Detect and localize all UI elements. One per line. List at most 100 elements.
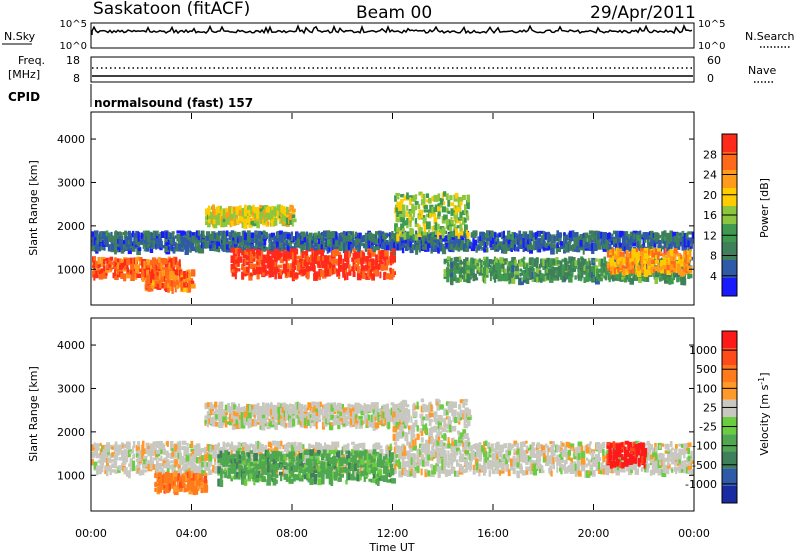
heatmap-cell: [118, 465, 122, 471]
heatmap-cell: [671, 453, 676, 462]
heatmap-cell: [143, 448, 148, 455]
heatmap-cell: [291, 261, 296, 269]
heatmap-cell: [252, 209, 255, 217]
heatmap-cell: [400, 223, 405, 231]
heatmap-cell: [612, 247, 615, 256]
heatmap-cell: [252, 447, 257, 456]
heatmap-cell: [666, 449, 672, 455]
heatmap-cell: [436, 450, 440, 458]
heatmap-cell: [511, 260, 516, 264]
heatmap-cell: [680, 256, 685, 262]
heatmap-cell: [667, 458, 670, 466]
heatmap-cell: [129, 467, 134, 472]
heatmap-cell: [573, 237, 578, 246]
heatmap-cell: [475, 230, 478, 236]
heatmap-cell: [416, 244, 419, 250]
heatmap-cell: [602, 232, 606, 237]
heatmap-cell: [244, 208, 248, 217]
heatmap-cell: [355, 231, 358, 237]
heatmap-cell: [411, 203, 414, 211]
heatmap-cell: [459, 211, 463, 219]
heatmap-cell: [152, 448, 157, 456]
heatmap-cell: [577, 470, 582, 477]
heatmap-cell: [423, 224, 427, 233]
heatmap-cell: [317, 231, 320, 239]
heatmap-cell: [342, 270, 346, 278]
heatmap-cell: [346, 443, 350, 447]
heatmap-cell: [479, 231, 485, 236]
heatmap-cell: [225, 246, 231, 253]
heatmap-cell: [648, 258, 651, 266]
heatmap-cell: [180, 230, 185, 236]
heatmap-cell: [427, 454, 431, 461]
heatmap-cell: [209, 243, 213, 249]
power-cells: [91, 191, 694, 294]
heatmap-cell: [441, 246, 447, 255]
heatmap-cell: [546, 445, 550, 454]
heatmap-cell: [253, 207, 257, 214]
heatmap-cell: [511, 232, 515, 240]
heatmap-cell: [361, 456, 366, 461]
heatmap-cell: [137, 239, 141, 247]
heatmap-cell: [333, 258, 338, 264]
heatmap-cell: [431, 457, 434, 461]
heatmap-cell: [497, 464, 502, 468]
heatmap-cell: [661, 231, 666, 237]
heatmap-cell: [649, 461, 653, 466]
heatmap-cell: [175, 269, 178, 276]
heatmap-cell: [585, 457, 589, 461]
heatmap-cell: [542, 274, 546, 282]
heatmap-cell: [519, 268, 523, 272]
heatmap-cell: [326, 235, 330, 240]
heatmap-cell: [685, 250, 688, 256]
heatmap-cell: [273, 235, 277, 243]
freq-panel: Freq. [MHz] 18 8 60 0 Nave: [8, 54, 776, 85]
heatmap-cell: [476, 467, 480, 473]
heatmap-cell: [178, 242, 183, 250]
heatmap-cell: [476, 262, 480, 267]
heatmap-cell: [412, 470, 417, 478]
heatmap-cell: [95, 260, 98, 268]
heatmap-cell: [426, 199, 429, 203]
heatmap-cell: [454, 192, 459, 199]
heatmap-cell: [306, 255, 309, 260]
heatmap-cell: [145, 442, 150, 449]
heatmap-cell: [176, 441, 181, 446]
heatmap-cell: [294, 441, 297, 450]
heatmap-cell: [655, 260, 659, 264]
heatmap-cell: [170, 261, 173, 268]
heatmap-cell: [662, 461, 666, 470]
heatmap-cell: [111, 446, 115, 450]
heatmap-cell: [538, 457, 542, 462]
heatmap-cell: [332, 258, 335, 265]
heatmap-cell: [411, 228, 415, 235]
heatmap-cell: [421, 447, 427, 454]
heatmap-cell: [450, 262, 455, 269]
heatmap-cell: [301, 232, 306, 237]
heatmap-cell: [564, 239, 568, 243]
heatmap-cell: [608, 236, 613, 242]
heatmap-cell: [147, 460, 151, 464]
heatmap-cell: [459, 453, 465, 458]
heatmap-cell: [360, 239, 365, 243]
heatmap-cell: [533, 258, 537, 267]
heatmap-cell: [529, 444, 533, 450]
heatmap-cell: [180, 282, 184, 291]
heatmap-cell: [662, 260, 666, 265]
heatmap-cell: [508, 272, 512, 280]
heatmap-cell: [663, 239, 669, 248]
heatmap-cell: [190, 272, 196, 277]
heatmap-cell: [294, 451, 297, 457]
heatmap-cell: [472, 464, 477, 470]
heatmap-cell: [306, 260, 309, 265]
heatmap-cell: [496, 242, 500, 250]
heatmap-cell: [524, 240, 529, 248]
heatmap-cell: [494, 237, 497, 243]
heatmap-cell: [623, 231, 628, 236]
heatmap-cell: [573, 467, 576, 472]
heatmap-cell: [619, 252, 623, 257]
heatmap-cell: [505, 242, 508, 249]
heatmap-cell: [103, 269, 107, 275]
heatmap-cell: [141, 440, 145, 447]
heatmap-cell: [563, 241, 566, 247]
